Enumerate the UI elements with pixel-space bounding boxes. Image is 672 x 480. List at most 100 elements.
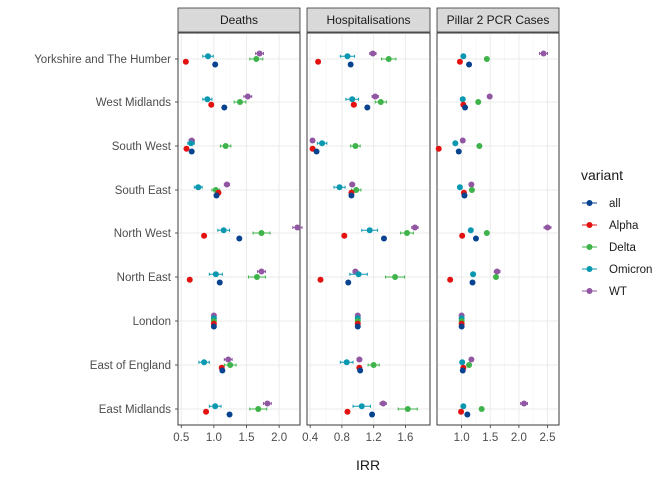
x-tick-label: 1.5 — [239, 432, 255, 444]
point-delta — [255, 406, 262, 412]
point-alpha — [208, 101, 215, 108]
facet-strip — [436, 7, 560, 33]
region-label: Yorkshire and The Humber — [34, 54, 171, 66]
point-alpha — [435, 145, 442, 152]
point-wt — [223, 181, 230, 188]
point-all — [455, 148, 462, 155]
point-delta — [353, 187, 360, 193]
legend-key — [586, 266, 593, 272]
x-tick-label: 1.5 — [482, 432, 498, 444]
point-all — [212, 61, 219, 68]
point-wt — [244, 93, 251, 100]
point-all — [364, 104, 371, 111]
point-alpha — [341, 232, 348, 239]
point-alpha — [183, 145, 190, 152]
point-all — [348, 192, 355, 199]
legend-label: Omicron — [609, 264, 652, 276]
point-omicron — [188, 140, 195, 147]
legend-item-alpha: Alpha — [582, 220, 639, 232]
panel-background — [436, 32, 560, 426]
point-all — [464, 411, 471, 418]
x-axis-title: IRR — [356, 457, 380, 473]
region-label: South East — [115, 185, 172, 197]
point-wt — [468, 181, 475, 188]
point-omicron — [205, 53, 212, 60]
point-all — [380, 235, 387, 242]
point-omicron — [344, 53, 351, 60]
point-delta — [492, 274, 499, 280]
point-omicron — [460, 403, 467, 410]
facet-strip — [177, 7, 301, 33]
facet-title: Deaths — [220, 13, 258, 27]
panel-1: Hospitalisations 0.4 0.8 1.2 1.6 — [302, 7, 431, 444]
point-omicron — [220, 227, 227, 234]
point-delta — [483, 56, 490, 62]
facet-strip — [306, 7, 431, 33]
legend-item-omicron: Omicron — [582, 264, 652, 276]
point-delta — [483, 230, 490, 236]
point-delta — [468, 187, 475, 193]
point-omicron — [212, 271, 219, 278]
point-delta — [385, 56, 392, 62]
legend-key — [586, 244, 593, 250]
panel-border — [177, 32, 301, 426]
panel-border — [436, 32, 560, 426]
point-wt — [411, 224, 418, 231]
point-wt — [225, 356, 232, 363]
point-delta — [370, 362, 377, 368]
point-delta — [352, 143, 359, 149]
legend-label: all — [609, 198, 621, 210]
legend-item-delta: Delta — [582, 242, 636, 254]
point-omicron — [459, 96, 466, 103]
region-label: London — [133, 316, 171, 328]
facet-panels: Deaths 0.5 1.0 1.5 2.0 Hospitalisations 0.4 0.8… — [173, 7, 560, 444]
region-label: East of England — [90, 360, 171, 372]
point-all — [354, 323, 361, 330]
x-tick-label: 0.4 — [302, 432, 319, 444]
x-tick-label: 0.5 — [173, 432, 189, 444]
point-all — [226, 411, 233, 418]
point-delta — [258, 230, 265, 236]
point-all — [472, 235, 479, 242]
point-omicron — [467, 227, 474, 234]
point-wt — [459, 137, 466, 144]
x-tick-label: 1.6 — [397, 432, 413, 444]
point-alpha — [182, 58, 189, 65]
point-all — [236, 235, 243, 242]
point-omicron — [201, 359, 208, 366]
point-omicron — [366, 227, 373, 234]
point-wt — [264, 400, 271, 407]
point-all — [462, 104, 469, 111]
point-alpha — [186, 276, 193, 283]
point-alpha — [203, 408, 210, 415]
legend-key — [586, 288, 593, 294]
legend-title: variant — [581, 167, 623, 183]
point-all — [188, 148, 195, 155]
point-omicron — [204, 96, 211, 103]
point-delta — [403, 230, 410, 236]
region-label: South West — [112, 141, 172, 153]
point-omicron — [459, 359, 466, 366]
point-wt — [486, 93, 493, 100]
point-omicron — [358, 403, 365, 410]
x-tick-label: 2.0 — [511, 432, 527, 444]
legend-item-all: all — [582, 198, 621, 210]
point-all — [466, 61, 473, 68]
panel-background — [177, 32, 301, 426]
point-alpha — [459, 232, 466, 239]
panel-0: Deaths 0.5 1.0 1.5 2.0 — [173, 7, 303, 444]
point-omicron — [470, 271, 477, 278]
point-wt — [258, 268, 265, 275]
region-label: West Midlands — [96, 97, 171, 109]
point-all — [469, 279, 476, 286]
point-wt — [380, 400, 387, 407]
point-wt — [468, 356, 475, 363]
point-all — [357, 367, 364, 374]
point-delta — [466, 362, 473, 368]
point-alpha — [317, 276, 324, 283]
point-alpha — [344, 408, 351, 415]
point-all — [459, 367, 466, 374]
point-alpha — [456, 58, 463, 65]
point-delta — [478, 406, 485, 412]
point-wt — [369, 50, 376, 57]
